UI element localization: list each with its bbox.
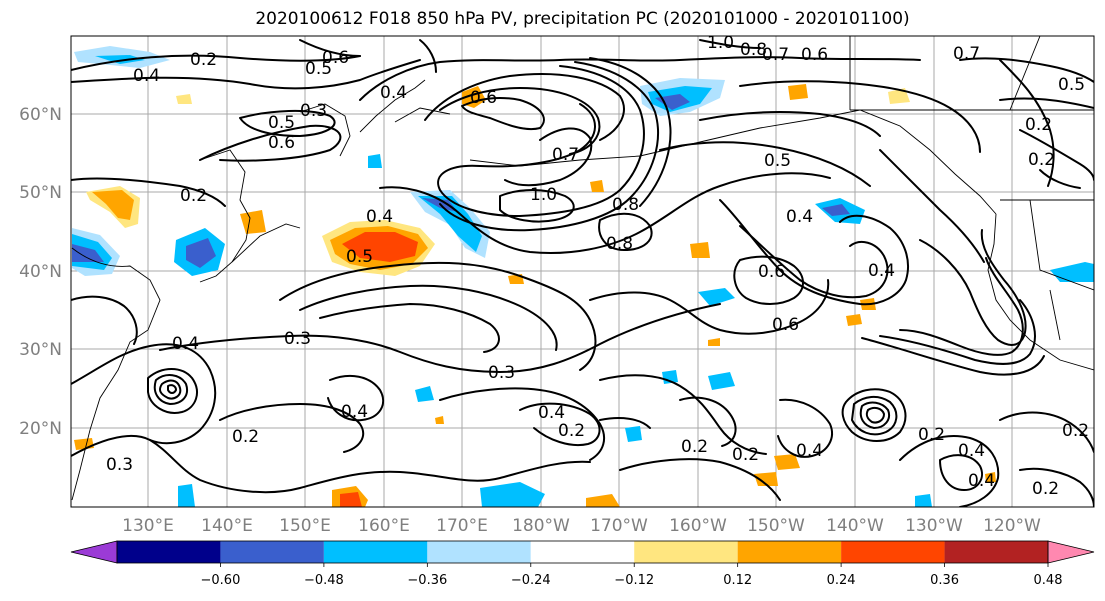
lon-label: 130°E [122, 516, 174, 536]
contour-label: 0.8 [740, 40, 767, 60]
colorbar-tick-label: −0.36 [407, 573, 447, 588]
map-frame [70, 35, 1095, 508]
colorbar-tick-label: −0.12 [614, 573, 654, 588]
contour-label: 0.5 [1058, 75, 1085, 95]
lon-label: 140°E [201, 516, 253, 536]
lon-label: 120°W [983, 516, 1041, 536]
contour-label: 0.6 [758, 262, 785, 282]
contour-label: 1.0 [530, 185, 557, 205]
contour-label: 0.7 [762, 45, 789, 65]
contour-label: 0.7 [953, 44, 980, 64]
contour-label: 0.2 [1062, 421, 1089, 441]
lon-label: 150°E [279, 516, 331, 536]
contour-label: 0.2 [1028, 150, 1055, 170]
contour-label: 0.6 [268, 133, 295, 153]
contour-label: 0.4 [133, 66, 160, 86]
colorbar-swatch [530, 541, 635, 563]
contour-label: 0.6 [322, 48, 349, 68]
contour-label: 0.5 [764, 151, 791, 171]
colorbar-tick-label: −0.24 [511, 573, 551, 588]
contour-label: 0.4 [172, 334, 199, 354]
contour-label: 0.4 [968, 471, 995, 491]
contour-label: 0.2 [732, 445, 759, 465]
contour-label: 0.2 [918, 425, 945, 445]
contour-label: 0.2 [1032, 479, 1059, 499]
pv-contours [71, 39, 1094, 507]
colorbar-extend-min [70, 540, 118, 564]
contour-label: 0.4 [868, 261, 895, 281]
contour-label: 0.4 [380, 83, 407, 103]
lon-label: 180°W [512, 516, 570, 536]
contour-label: 0.4 [796, 441, 823, 461]
lon-label: 160°W [669, 516, 727, 536]
precipitation-shading [72, 46, 1094, 507]
contour-label: 0.4 [958, 441, 985, 461]
coastlines [71, 36, 1094, 501]
contour-label: 0.2 [558, 421, 585, 441]
contour-label: 0.3 [106, 455, 133, 475]
contour-label: 0.6 [772, 315, 799, 335]
lon-label: 150°W [747, 516, 805, 536]
contour-label: 0.4 [366, 207, 393, 227]
contour-label: 0.5 [305, 59, 332, 79]
longitude-axis: 130°E 140°E 150°E 160°E 170°E 180°W 170°… [122, 516, 1041, 536]
lat-label: 30°N [19, 340, 62, 360]
contour-label: 0.2 [681, 437, 708, 457]
map-title: 2020100612 F018 850 hPa PV, precipitatio… [255, 9, 910, 29]
contour-label: 0.2 [190, 50, 217, 70]
contour-label: 0.8 [606, 234, 633, 254]
lon-label: 170°W [590, 516, 648, 536]
contour-label: 0.4 [538, 403, 565, 423]
contour-label: 0.7 [552, 145, 579, 165]
colorbar-tick-label: 0.48 [1034, 573, 1063, 588]
colorbar-border [116, 540, 1049, 564]
lat-label: 50°N [19, 183, 62, 203]
lon-label: 130°W [905, 516, 963, 536]
contour-label: 0.5 [346, 247, 373, 267]
colorbar-extend-max [1047, 540, 1095, 564]
colorbar-swatch [323, 541, 428, 563]
colorbar-swatch [841, 541, 945, 563]
contour-label: 0.5 [268, 113, 295, 133]
colorbar-tick-label: 0.12 [723, 573, 752, 588]
colorbar-swatch [220, 541, 324, 563]
lon-label: 140°W [826, 516, 884, 536]
colorbar: −0.60 −0.48 −0.36 −0.24 −0.12 0.12 0.24 0.36 0.4… [70, 540, 1095, 588]
lat-label: 60°N [19, 105, 62, 125]
contour-label: 0.4 [786, 207, 813, 227]
lon-label: 160°E [358, 516, 410, 536]
contour-label: 0.6 [801, 45, 828, 65]
contour-label: 0.6 [470, 88, 497, 108]
colorbar-swatch [117, 541, 221, 563]
contour-label: 0.3 [284, 329, 311, 349]
contour-label: 0.2 [232, 427, 259, 447]
contour-label: 0.4 [341, 402, 368, 422]
colorbar-tick-label: −0.60 [201, 573, 241, 588]
colorbar-tick-label: 0.36 [930, 573, 959, 588]
graticule [71, 36, 1094, 507]
colorbar-tick-label: 0.24 [827, 573, 856, 588]
contour-label: 0.2 [1025, 115, 1052, 135]
colorbar-swatch [427, 541, 531, 563]
lon-label: 170°E [436, 516, 488, 536]
colorbar-swatch [944, 541, 1048, 563]
contour-labels: 0.2 0.6 0.4 0.5 0.3 0.6 0.5 0.6 0.4 0.2 … [106, 33, 1089, 499]
lat-label: 20°N [19, 419, 62, 439]
colorbar-swatch [737, 541, 842, 563]
contour-label: 0.2 [180, 186, 207, 206]
lat-label: 40°N [19, 262, 62, 282]
latitude-axis: 60°N 50°N 40°N 30°N 20°N [19, 105, 62, 439]
contour-label: 0.8 [612, 195, 639, 215]
contour-label: 1.0 [707, 33, 734, 53]
contour-label: 0.3 [488, 363, 515, 383]
colorbar-swatch [634, 541, 738, 563]
colorbar-tick-label: −0.48 [304, 573, 344, 588]
contour-label: 0.3 [300, 101, 327, 121]
